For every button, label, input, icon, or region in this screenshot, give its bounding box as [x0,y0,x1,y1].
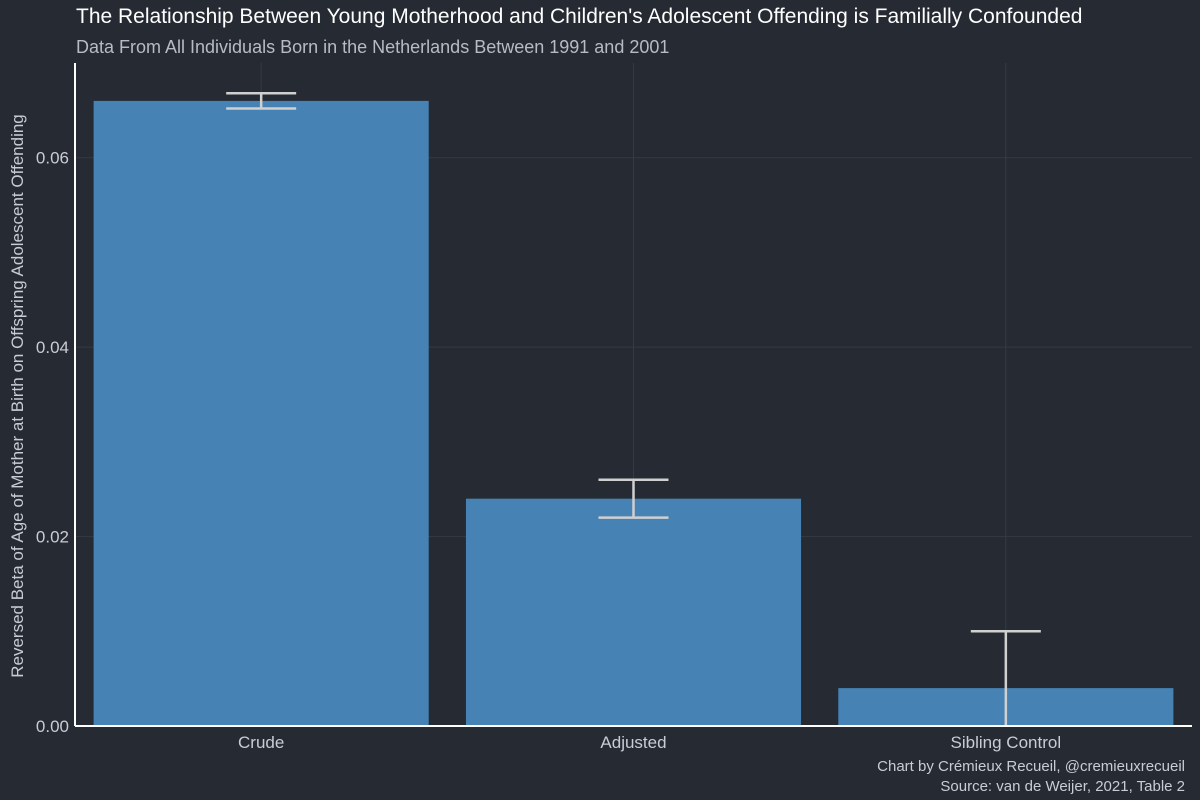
y-tick-label: 0.02 [36,528,69,547]
y-tick-labels: 0.00 0.02 0.04 0.06 [36,149,69,736]
error-bar [226,92,297,110]
y-tick-label: 0.04 [36,338,69,357]
errorbar-layer [226,92,1041,726]
y-tick-label: 0.00 [36,717,69,736]
y-tick-label: 0.06 [36,149,69,168]
bar-layer [93,100,1174,726]
x-tick-label: Adjusted [600,733,666,752]
chart-subtitle: Data From All Individuals Born in the Ne… [76,37,669,57]
caption-source: Source: van de Weijer, 2021, Table 2 [940,778,1185,795]
bar-crude [93,100,429,726]
chart-title: The Relationship Between Young Motherhoo… [76,5,1082,28]
x-tick-label: Sibling Control [951,733,1062,752]
x-tick-label: Crude [238,733,284,752]
bar-adjusted [465,498,802,726]
error-bar [970,630,1041,726]
error-bar [598,478,669,519]
caption-credit: Chart by Crémieux Recueil, @cremieuxrecu… [877,758,1185,775]
x-tick-labels: Crude Adjusted Sibling Control [238,733,1061,752]
axis-layer [74,63,1192,727]
y-axis-label: Reversed Beta of Age of Mother at Birth … [8,114,27,678]
